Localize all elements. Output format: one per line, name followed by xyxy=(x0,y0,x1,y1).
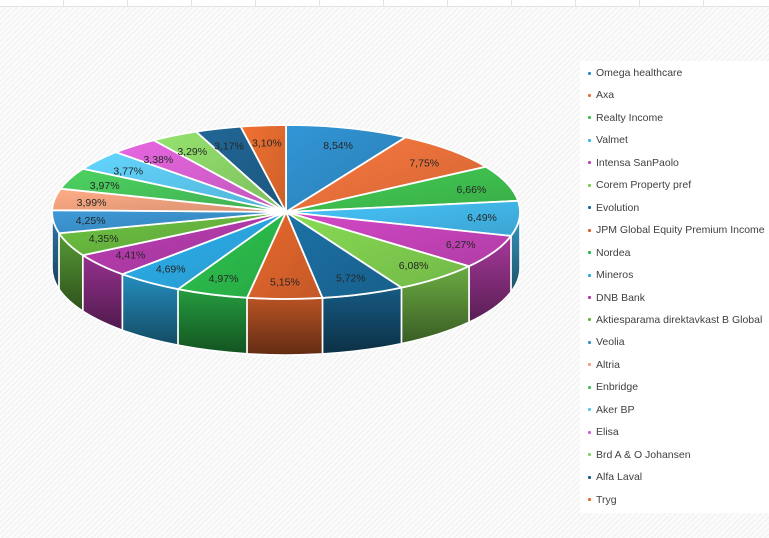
chart-area[interactable]: 8,54% 7,75% 6,66% 6,49% 6,27% 6,08% 5,72% 5,15%… xyxy=(0,7,769,538)
legend-marker-icon xyxy=(588,340,591,344)
legend-label: Enbridge xyxy=(596,381,639,394)
legend-label: Aktiesparama direktavkast B Global xyxy=(596,313,763,326)
data-label-14: 3,97% xyxy=(90,180,120,192)
legend-marker-icon xyxy=(588,296,591,299)
legend-marker-icon xyxy=(588,116,591,120)
data-label-6: 5,72% xyxy=(336,273,366,285)
legend-label: Alfa Laval xyxy=(596,471,643,484)
legend-marker-icon xyxy=(588,228,591,232)
legend-label: Brd A & O Johansen xyxy=(596,448,691,461)
legend-marker-icon xyxy=(588,363,591,367)
legend-item[interactable]: JPM Global Equity Premium Income xyxy=(588,221,765,239)
data-label-2: 6,66% xyxy=(457,184,487,196)
legend-label: DNB Bank xyxy=(596,291,646,304)
legend-item[interactable]: Brd A & O Johansen xyxy=(588,446,691,464)
legend-item[interactable]: Elisa xyxy=(588,423,619,441)
legend-label: Elisa xyxy=(596,426,619,439)
data-label-18: 3,17% xyxy=(214,140,244,152)
data-label-9: 4,69% xyxy=(156,263,186,275)
data-label-15: 3,77% xyxy=(113,165,143,177)
legend-marker-icon xyxy=(588,138,591,142)
data-label-3: 6,49% xyxy=(467,212,497,224)
pie-top xyxy=(51,124,521,300)
legend-marker-icon xyxy=(588,430,591,434)
data-label-5: 6,08% xyxy=(399,260,429,272)
legend-marker-icon xyxy=(588,453,591,457)
legend-label: Evolution xyxy=(596,201,640,214)
legend-item[interactable]: Omega healthcare xyxy=(588,64,682,82)
legend-item[interactable]: Nordea xyxy=(588,244,630,262)
legend-item[interactable]: Evolution xyxy=(588,199,639,217)
legend-marker-icon xyxy=(588,251,591,255)
legend-label: Tryg xyxy=(596,493,617,506)
legend-label: Valmet xyxy=(596,134,628,147)
data-labels: 8,54% 7,75% 6,66% 6,49% 6,27% 6,08% 5,72% 5,15%… xyxy=(76,138,497,289)
data-label-10: 4,41% xyxy=(116,250,146,262)
legend-item[interactable]: Intensa SanPaolo xyxy=(588,154,679,172)
data-label-19: 3,10% xyxy=(252,138,282,150)
legend-marker-icon xyxy=(588,273,591,277)
data-label-17: 3,29% xyxy=(177,146,207,158)
legend-item[interactable]: Altria xyxy=(588,356,620,374)
pie-chart[interactable]: 8,54% 7,75% 6,66% 6,49% 6,27% 6,08% 5,72% 5,15%… xyxy=(0,7,769,538)
legend-item[interactable]: Realty Income xyxy=(588,109,663,127)
pie-slice-0[interactable] xyxy=(285,124,407,213)
legend-marker-icon xyxy=(588,498,591,502)
legend-item[interactable]: Tryg xyxy=(588,491,617,509)
data-label-7: 5,15% xyxy=(270,277,300,289)
legend-label: Omega healthcare xyxy=(596,67,683,79)
legend-marker-icon xyxy=(588,161,591,165)
legend-item[interactable]: Enbridge xyxy=(588,378,638,396)
legend-label: Corem Property pref xyxy=(596,179,692,192)
legend-item[interactable]: Valmet xyxy=(588,131,628,149)
sheet-gridlines xyxy=(0,0,769,7)
data-label-0: 8,54% xyxy=(323,140,353,152)
legend-marker-icon xyxy=(588,408,591,412)
data-label-16: 3,38% xyxy=(143,154,173,166)
legend-item[interactable]: Veolia xyxy=(588,333,625,351)
data-label-11: 4,35% xyxy=(89,233,119,245)
legend-label: Veolia xyxy=(596,336,625,349)
legend-item[interactable]: Mineros xyxy=(588,266,633,284)
legend-label: Mineros xyxy=(596,269,634,282)
pie-slice-1[interactable] xyxy=(285,136,487,213)
legend-label: Nordea xyxy=(596,246,631,259)
legend-marker-icon xyxy=(588,183,591,187)
legend-item[interactable]: Corem Property pref xyxy=(588,176,691,194)
legend-label: Realty Income xyxy=(596,111,664,124)
legend-marker-icon xyxy=(588,385,591,389)
pie-slice-19[interactable] xyxy=(239,124,287,213)
data-label-13: 3,99% xyxy=(77,197,107,209)
data-label-8: 4,97% xyxy=(209,273,239,285)
legend-item[interactable]: Axa xyxy=(588,86,614,104)
legend-item[interactable]: Alfa Laval xyxy=(588,468,642,486)
data-label-12: 4,25% xyxy=(76,215,106,227)
legend-label: JPM Global Equity Premium Income xyxy=(596,224,765,237)
legend-item[interactable]: DNB Bank xyxy=(588,289,645,307)
pie-side-7 xyxy=(246,296,324,356)
legend-item[interactable]: Aker BP xyxy=(588,401,635,419)
legend-label: Axa xyxy=(596,89,615,102)
pie-side-8 xyxy=(177,288,248,355)
legend-label: Aker BP xyxy=(596,403,635,416)
pie-sides xyxy=(51,211,521,356)
legend-marker-icon xyxy=(588,93,591,97)
legend-marker-icon xyxy=(588,206,591,210)
legend-label: Altria xyxy=(596,358,620,371)
legend-marker-icon xyxy=(588,475,591,479)
legend-marker-icon xyxy=(588,71,591,75)
legend-marker-icon xyxy=(588,318,591,322)
data-label-4: 6,27% xyxy=(446,239,476,251)
legend[interactable]: Omega healthcare Axa Realty Income Valmet In… xyxy=(580,61,769,513)
data-label-1: 7,75% xyxy=(409,158,439,170)
legend-label: Intensa SanPaolo xyxy=(596,156,679,169)
legend-item[interactable]: Aktiesparama direktavkast B Global xyxy=(588,311,762,329)
